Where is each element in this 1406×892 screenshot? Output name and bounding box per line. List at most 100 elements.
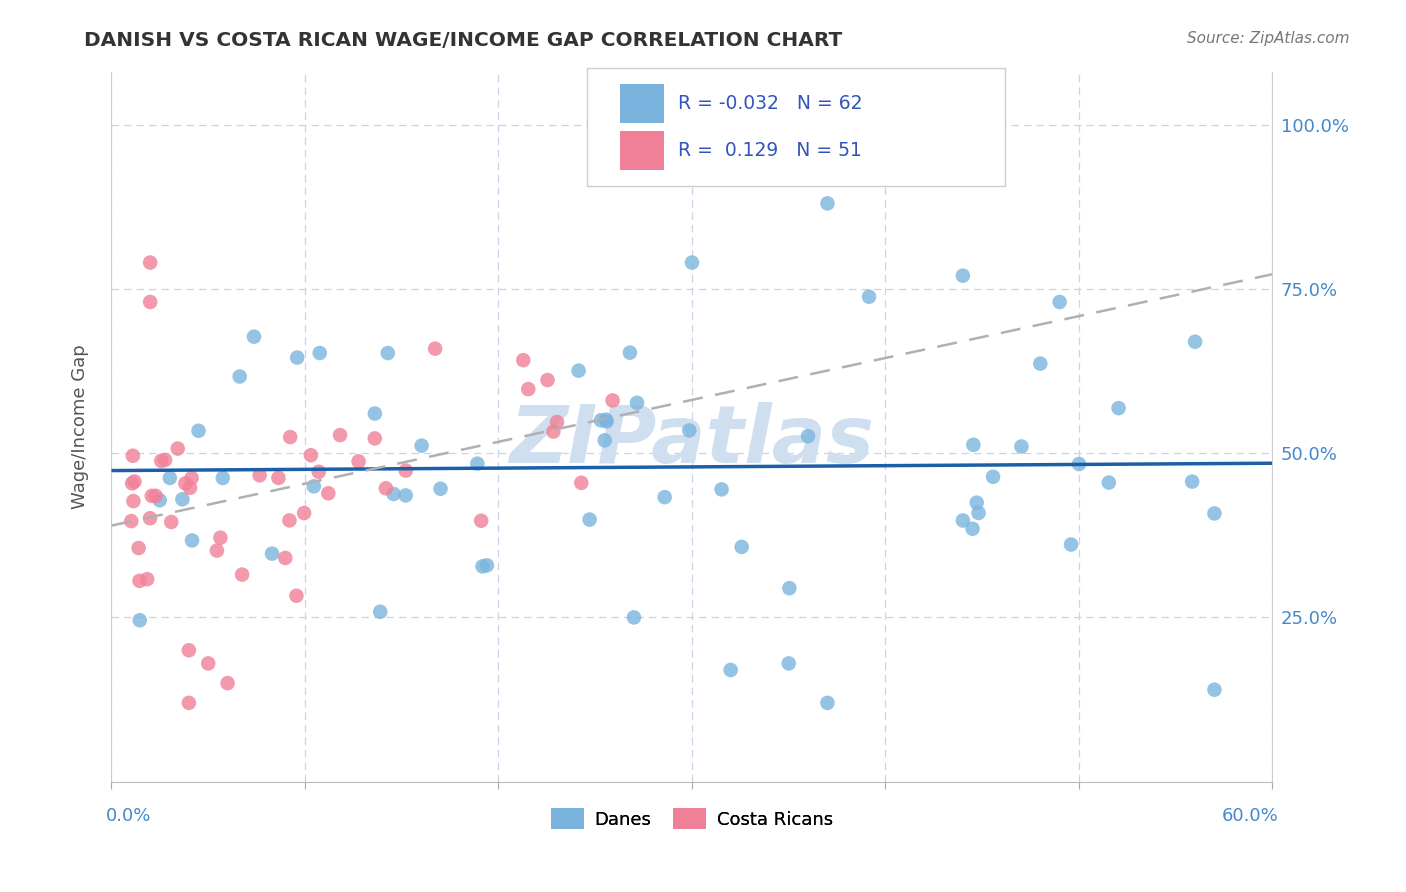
Point <box>966 496 988 510</box>
Point <box>166 442 188 456</box>
Point <box>177 643 200 657</box>
Point <box>429 482 451 496</box>
Point <box>124 475 146 489</box>
Point <box>623 610 645 624</box>
Point <box>159 471 181 485</box>
Point <box>174 476 197 491</box>
Point <box>1204 507 1226 521</box>
Point <box>274 551 297 566</box>
Point <box>1049 295 1071 310</box>
Text: 0.0%: 0.0% <box>105 806 150 825</box>
Point <box>395 464 418 478</box>
Point <box>364 431 387 445</box>
Point <box>1067 457 1090 471</box>
Point <box>197 657 219 671</box>
Point <box>368 605 391 619</box>
Point <box>308 346 330 360</box>
Point <box>318 486 340 500</box>
Point <box>187 424 209 438</box>
Point <box>267 471 290 485</box>
Point <box>145 489 167 503</box>
Point <box>470 514 492 528</box>
Text: R =  0.129   N = 51: R = 0.129 N = 51 <box>678 141 862 160</box>
Point <box>382 487 405 501</box>
Point <box>517 382 540 396</box>
Point <box>122 494 145 508</box>
Point <box>962 438 984 452</box>
Point <box>149 493 172 508</box>
Point <box>619 345 641 359</box>
Point <box>395 488 418 502</box>
Point <box>962 522 984 536</box>
Point <box>1184 334 1206 349</box>
Point <box>285 351 308 365</box>
Point <box>249 468 271 483</box>
Point <box>626 396 648 410</box>
Text: 60.0%: 60.0% <box>1222 806 1278 825</box>
Point <box>128 574 150 588</box>
Point <box>243 329 266 343</box>
Point <box>423 342 446 356</box>
Text: ZIPatlas: ZIPatlas <box>509 402 875 480</box>
Point <box>952 514 974 528</box>
Point <box>278 430 301 444</box>
Point <box>347 454 370 468</box>
Bar <box>620 130 664 169</box>
Point <box>120 514 142 528</box>
Point <box>329 428 352 442</box>
Point <box>1029 357 1052 371</box>
Point <box>136 572 159 586</box>
Point <box>720 663 742 677</box>
Y-axis label: Wage/Income Gap: Wage/Income Gap <box>72 344 89 509</box>
FancyBboxPatch shape <box>588 69 1005 186</box>
Point <box>150 454 173 468</box>
Point <box>172 492 194 507</box>
Point <box>512 353 534 368</box>
Text: Source: ZipAtlas.com: Source: ZipAtlas.com <box>1187 31 1350 46</box>
Point <box>211 471 233 485</box>
Point <box>797 429 820 443</box>
Point <box>952 268 974 283</box>
Point <box>260 547 283 561</box>
Point <box>153 453 176 467</box>
Point <box>139 295 162 310</box>
Point <box>302 479 325 493</box>
Bar <box>620 85 664 123</box>
Text: DANISH VS COSTA RICAN WAGE/INCOME GAP CORRELATION CHART: DANISH VS COSTA RICAN WAGE/INCOME GAP CO… <box>84 31 842 50</box>
Point <box>589 413 612 427</box>
Point <box>128 541 150 555</box>
Point <box>778 657 800 671</box>
Point <box>217 676 239 690</box>
Legend: Danes, Costa Ricans: Danes, Costa Ricans <box>544 801 839 837</box>
Point <box>967 506 990 520</box>
Point <box>568 364 591 378</box>
Point <box>815 696 838 710</box>
Point <box>543 425 565 439</box>
Point <box>731 540 754 554</box>
Point <box>1060 537 1083 551</box>
Point <box>858 290 880 304</box>
Point <box>593 434 616 448</box>
Point <box>209 531 232 545</box>
Point <box>139 255 162 269</box>
Point <box>569 475 592 490</box>
Point <box>981 469 1004 483</box>
Point <box>128 613 150 627</box>
Point <box>710 483 733 497</box>
Point <box>364 407 387 421</box>
Point <box>180 471 202 485</box>
Point <box>578 513 600 527</box>
Point <box>595 415 617 429</box>
Point <box>467 457 489 471</box>
Point <box>374 481 396 495</box>
Text: R = -0.032   N = 62: R = -0.032 N = 62 <box>678 95 862 113</box>
Point <box>122 449 145 463</box>
Point <box>411 439 433 453</box>
Point <box>177 696 200 710</box>
Point <box>308 465 330 479</box>
Point <box>1098 475 1121 490</box>
Point <box>1010 440 1032 454</box>
Point <box>1204 682 1226 697</box>
Point <box>228 369 250 384</box>
Point <box>1181 475 1204 489</box>
